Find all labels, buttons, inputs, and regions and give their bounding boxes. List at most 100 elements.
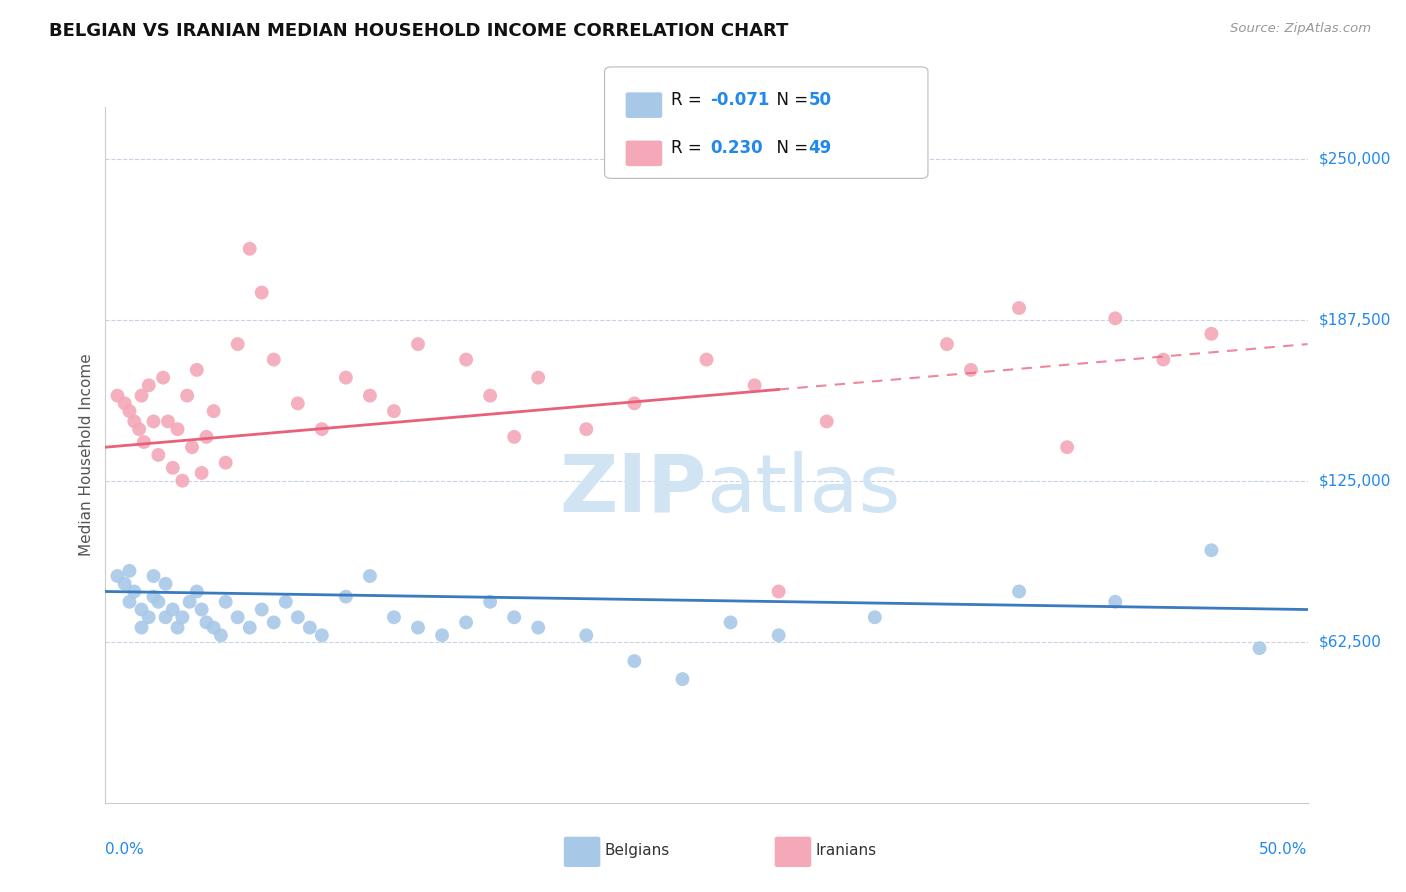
Text: 49: 49: [808, 139, 832, 157]
Point: [263, 615, 285, 630]
Point: [287, 396, 309, 410]
Point: [479, 389, 502, 403]
Point: [527, 370, 550, 384]
Point: [166, 422, 188, 436]
Point: [503, 430, 526, 444]
Point: [186, 584, 208, 599]
Point: [430, 628, 453, 642]
Point: [131, 621, 153, 635]
Text: R =: R =: [671, 91, 707, 109]
Point: [118, 404, 141, 418]
Point: [124, 414, 146, 428]
Text: Belgians: Belgians: [605, 844, 669, 858]
Point: [298, 621, 321, 635]
Text: BELGIAN VS IRANIAN MEDIAN HOUSEHOLD INCOME CORRELATION CHART: BELGIAN VS IRANIAN MEDIAN HOUSEHOLD INCO…: [49, 22, 789, 40]
Point: [1056, 440, 1078, 454]
Point: [815, 414, 838, 428]
Point: [479, 595, 502, 609]
Point: [202, 621, 225, 635]
Point: [696, 352, 718, 367]
Y-axis label: Median Household Income: Median Household Income: [79, 353, 94, 557]
Point: [176, 389, 198, 403]
Point: [138, 378, 160, 392]
Point: [131, 389, 153, 403]
Text: 0.230: 0.230: [710, 139, 762, 157]
Point: [1104, 595, 1126, 609]
Point: [132, 435, 155, 450]
Point: [107, 389, 129, 403]
Point: [162, 460, 184, 475]
Point: [142, 414, 165, 428]
Point: [118, 564, 141, 578]
Point: [250, 285, 273, 300]
Point: [142, 569, 165, 583]
Point: [768, 628, 790, 642]
Point: [623, 654, 645, 668]
Point: [720, 615, 742, 630]
Point: [166, 621, 188, 635]
Point: [382, 404, 405, 418]
Text: $125,000: $125,000: [1319, 473, 1391, 488]
Point: [575, 422, 598, 436]
Point: [406, 621, 429, 635]
Point: [190, 466, 212, 480]
Point: [239, 621, 262, 635]
Point: [936, 337, 959, 351]
Point: [335, 590, 357, 604]
Point: [156, 414, 179, 428]
Point: [138, 610, 160, 624]
Point: [124, 584, 146, 599]
Point: [1249, 641, 1271, 656]
Text: atlas: atlas: [707, 450, 901, 529]
Point: [623, 396, 645, 410]
Point: [181, 440, 204, 454]
Point: [287, 610, 309, 624]
Point: [226, 610, 249, 624]
Point: [1008, 301, 1031, 315]
Text: $187,500: $187,500: [1319, 312, 1391, 327]
Point: [148, 595, 170, 609]
Point: [575, 628, 598, 642]
Point: [768, 584, 790, 599]
Point: [114, 576, 136, 591]
Point: [107, 569, 129, 583]
Point: [142, 590, 165, 604]
Point: [155, 576, 177, 591]
Point: [214, 456, 236, 470]
Point: [671, 672, 693, 686]
Point: [1201, 326, 1223, 341]
Text: N =: N =: [766, 91, 814, 109]
Point: [172, 474, 194, 488]
Point: [263, 352, 285, 367]
Point: [1152, 352, 1174, 367]
Point: [195, 430, 218, 444]
Point: [118, 595, 141, 609]
Text: 0.0%: 0.0%: [105, 842, 145, 856]
Point: [1201, 543, 1223, 558]
Text: 50: 50: [808, 91, 831, 109]
Point: [162, 602, 184, 616]
Point: [454, 352, 477, 367]
Point: [359, 569, 381, 583]
Point: [172, 610, 194, 624]
Text: Source: ZipAtlas.com: Source: ZipAtlas.com: [1230, 22, 1371, 36]
Point: [155, 610, 177, 624]
Point: [114, 396, 136, 410]
Point: [190, 602, 212, 616]
Point: [152, 370, 174, 384]
Text: $250,000: $250,000: [1319, 151, 1391, 166]
Text: R =: R =: [671, 139, 707, 157]
Point: [1104, 311, 1126, 326]
Point: [406, 337, 429, 351]
Point: [1008, 584, 1031, 599]
Point: [226, 337, 249, 351]
Text: 50.0%: 50.0%: [1260, 842, 1308, 856]
Text: ZIP: ZIP: [560, 450, 707, 529]
Point: [274, 595, 297, 609]
Point: [209, 628, 232, 642]
Text: Iranians: Iranians: [815, 844, 876, 858]
Point: [214, 595, 236, 609]
Point: [131, 602, 153, 616]
Point: [335, 370, 357, 384]
Point: [454, 615, 477, 630]
